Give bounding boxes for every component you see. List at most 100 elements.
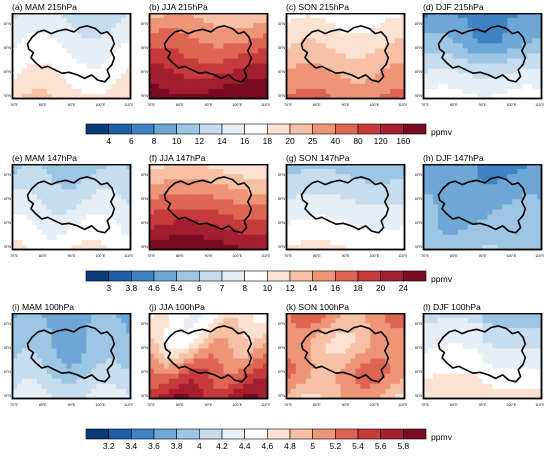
field-cell [320, 53, 327, 59]
field-cell [537, 179, 543, 185]
field-cell [310, 184, 317, 190]
field-cell [340, 18, 346, 24]
field-cell [286, 323, 292, 329]
field-cell [350, 333, 356, 339]
field-cell [86, 68, 92, 75]
field-cell [193, 13, 199, 19]
lat-tick-label: 35°N [278, 346, 285, 350]
field-cell [158, 28, 165, 34]
field-cell [218, 199, 224, 205]
field-cell [492, 224, 498, 231]
field-cell [168, 174, 175, 180]
field-cell [467, 318, 473, 324]
field-cell [26, 363, 33, 370]
field-cell [158, 83, 165, 90]
field-cell [355, 333, 361, 339]
field-cell [447, 244, 454, 251]
field-cell [375, 53, 381, 59]
field-cell [452, 43, 459, 49]
field-cell [537, 83, 543, 90]
field-cell [350, 18, 356, 24]
field-cell [101, 184, 107, 190]
field-cell [427, 318, 434, 324]
field-cell [106, 204, 112, 210]
field-cell [208, 194, 214, 200]
field-cell [178, 73, 185, 80]
field-cell [360, 388, 366, 395]
field-cell [355, 33, 361, 39]
field-cell [532, 83, 538, 90]
field-cell [517, 38, 523, 44]
field-cell [320, 209, 327, 215]
field-cell [527, 358, 533, 364]
field-cell [178, 204, 185, 210]
field-cell [121, 214, 127, 221]
field-cell [263, 234, 269, 241]
field-cell [375, 224, 381, 231]
field-cell [253, 204, 259, 210]
field-cell [437, 219, 444, 226]
field-cell [330, 318, 336, 324]
field-cell [26, 194, 33, 200]
map-frame [11, 164, 132, 251]
field-cell [258, 373, 264, 380]
field-cell [437, 194, 444, 200]
field-cell [507, 348, 513, 354]
field-cell [258, 328, 264, 334]
field-cell [198, 318, 204, 324]
field-cell [243, 204, 249, 210]
field-cell [81, 184, 87, 190]
field-cell [56, 23, 62, 29]
field-cell [457, 78, 464, 85]
field-cell [223, 313, 229, 319]
field-cell [286, 209, 292, 215]
field-cell [286, 358, 292, 364]
field-cell [258, 343, 264, 349]
field-cell [163, 234, 170, 241]
field-cell [527, 348, 533, 354]
field-cell [218, 28, 224, 34]
field-cell [86, 78, 92, 85]
field-cell [462, 224, 469, 231]
field-cell [12, 194, 18, 200]
field-cell [290, 179, 297, 185]
field-cell [360, 333, 366, 339]
field-cell [375, 18, 381, 24]
field-cell [178, 353, 185, 359]
field-cell [41, 209, 48, 215]
field-cell [310, 73, 317, 80]
field-cell [310, 219, 317, 226]
field-cell [203, 343, 209, 349]
field-cell [243, 164, 249, 170]
field-cell [390, 83, 396, 90]
field-cell [46, 194, 53, 200]
field-cell [36, 23, 43, 29]
field-cell [253, 348, 259, 354]
field-cell [390, 194, 396, 200]
field-cell [385, 224, 391, 231]
field-cell [340, 199, 346, 205]
field-cell [527, 93, 533, 100]
field-cell [395, 358, 401, 364]
field-cell [350, 28, 356, 34]
field-cell [163, 333, 170, 339]
field-cell [487, 33, 493, 39]
field-cell [522, 368, 528, 375]
field-cell [71, 343, 77, 349]
field-cell [375, 388, 381, 395]
field-cell [71, 313, 77, 319]
field-cell [86, 209, 92, 215]
field-cell [228, 318, 234, 324]
field-cell [482, 214, 488, 221]
field-cell [385, 28, 391, 34]
field-cell [26, 28, 33, 34]
field-cell [360, 18, 366, 24]
field-cell [472, 164, 478, 170]
field-cell [360, 33, 366, 39]
field-cell [310, 13, 317, 19]
field-cell [153, 219, 160, 226]
field-cell [522, 13, 528, 19]
field-cell [12, 43, 18, 49]
field-cell [447, 219, 454, 226]
field-cell [482, 234, 488, 241]
